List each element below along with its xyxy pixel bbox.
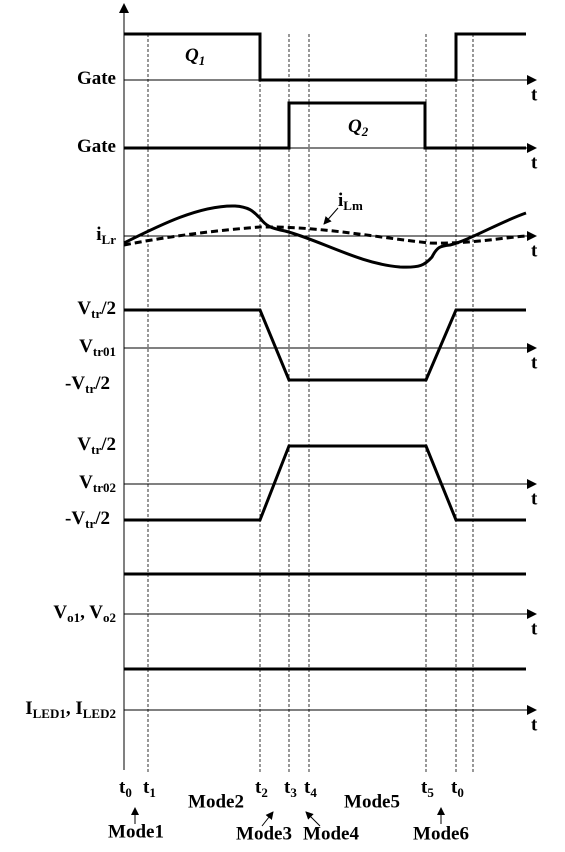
signal-label: ILED1, ILED2 [25,698,116,721]
text-part: i [338,190,343,211]
signal-label: -Vtr/2 [65,508,110,531]
mode-label: Mode2 [188,791,244,812]
axis-label: t [531,240,538,261]
time-mark: t0 [451,777,464,800]
axis-label: t [531,618,538,639]
text-part: t [451,777,458,798]
axis-label: t [531,152,538,173]
text-part: Gate [77,68,116,89]
signal-label: Gate [77,136,116,157]
text-part: tr [91,306,101,321]
time-lines [147,34,474,772]
text-part: 4 [310,785,317,800]
time-mark: t0 [119,777,132,800]
mode-label: Mode5 [344,791,400,812]
text-part: tr02 [93,480,116,495]
text-part: Lm [343,198,363,213]
text-part: /2 [94,508,110,529]
axis-label: t [531,84,538,105]
time-axes [124,75,537,715]
signal-label: Vo1, Vo2 [53,602,116,625]
mode-label: Mode6 [413,823,469,844]
text-part: /2 [100,298,116,319]
text-part: V [77,298,91,319]
text-part: t [143,777,150,798]
text-part: , V [80,602,103,623]
text-part: /2 [100,434,116,455]
text-part: tr [85,516,95,531]
text-part: Q [185,45,199,66]
time-mark: t5 [421,777,434,800]
time-mark: t1 [143,777,156,800]
text-part: V [53,602,67,623]
axis-label: t [531,488,538,509]
text-part: Gate [77,136,116,157]
text-part: 2 [261,785,268,800]
axis-label: t [531,352,538,373]
signal-label: Vtr01 [79,336,116,359]
text-part: 2 [361,124,369,139]
signal-label: Vtr/2 [77,434,116,457]
text-part: -V [65,373,85,394]
signal-label: iLr [96,224,116,247]
text-part: Lr [102,232,117,247]
text-part: tr01 [93,344,116,359]
text-part: o2 [103,610,116,625]
text-part: 0 [125,785,132,800]
text-part: t [421,777,428,798]
text-part: 0 [457,785,464,800]
signal-label: Gate [77,68,116,89]
text-part: tr [85,381,95,396]
time-mark: t3 [284,777,297,800]
mode-label: Mode4 [303,823,359,844]
text-part: t [304,777,311,798]
text-part: t [284,777,291,798]
text-part: Q [348,116,362,137]
text-part: /2 [94,373,110,394]
text-part: i [96,224,101,245]
waveform-tag: Q1 [185,45,205,68]
text-part: t [255,777,262,798]
signal-label: Vtr02 [79,472,116,495]
text-part: 1 [149,785,156,800]
text-part: o1 [67,610,80,625]
axis-label: t [531,714,538,735]
time-mark: t4 [304,777,317,800]
text-part: -V [65,508,85,529]
waveforms [123,32,527,671]
text-part: LED2 [83,706,116,721]
waveform-tag: iLm [338,190,363,213]
time-mark: t2 [255,777,268,800]
signal-label: Vtr/2 [77,298,116,321]
text-part: V [77,434,91,455]
text-part: , I [66,698,83,719]
text-part: 1 [199,53,206,68]
text-part: LED1 [33,706,66,721]
mode-arrows [131,807,445,827]
waveform-tag: Q2 [348,116,369,139]
text-part: tr [91,442,101,457]
text-part: I [25,698,32,719]
mode-label: Mode1 [108,821,164,842]
text-part: 3 [290,785,297,800]
text-part: V [79,472,93,493]
signal-label: -Vtr/2 [65,373,110,396]
mode-label: Mode3 [236,823,292,844]
text-part: V [79,336,93,357]
text-part: t [119,777,126,798]
text-part: 5 [427,785,434,800]
